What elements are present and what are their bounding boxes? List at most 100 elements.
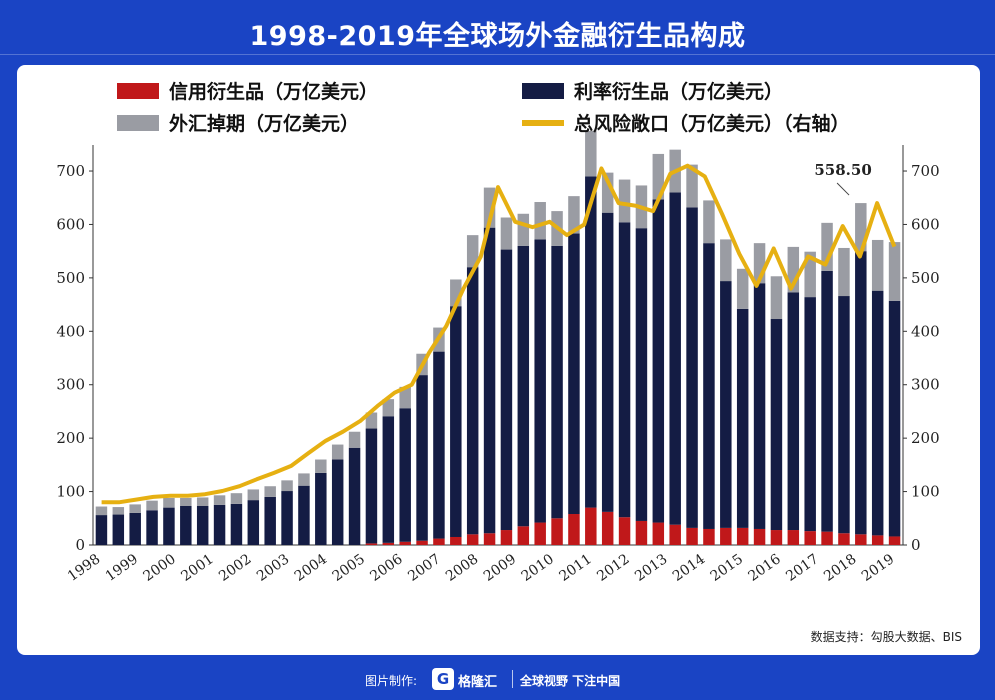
- bar-rate: [618, 222, 631, 518]
- bar-fx: [585, 130, 597, 177]
- bar-credit: [618, 517, 631, 545]
- y-tick-label-right: 400: [911, 322, 940, 340]
- bar-fx: [618, 179, 631, 223]
- brand-name: 格隆汇: [458, 675, 498, 690]
- bar-rate: [804, 297, 816, 532]
- bar-rate: [180, 506, 192, 545]
- bar-rate: [652, 199, 665, 523]
- x-tick-label: 2010: [519, 551, 557, 585]
- bar-fx: [365, 412, 378, 429]
- bar-credit: [753, 528, 766, 545]
- bar-fx: [686, 164, 698, 208]
- bar-rate: [365, 428, 378, 544]
- bar-rate: [517, 245, 530, 527]
- bar-credit: [551, 518, 563, 545]
- bar-credit: [736, 527, 749, 545]
- bar-credit: [686, 527, 698, 545]
- bar-fx: [753, 243, 766, 284]
- x-tick-label: 2016: [745, 551, 783, 585]
- bar-fx: [230, 493, 243, 504]
- bar-credit: [787, 530, 800, 545]
- bar-credit: [466, 534, 479, 545]
- bar-fx: [196, 497, 209, 506]
- bar-rate: [264, 496, 276, 545]
- bar-credit: [652, 522, 665, 545]
- chart: 0 100 200 300 400 500 600 700 0 100 200 300 400 500 60…: [56, 80, 940, 585]
- bar-fx: [348, 431, 361, 448]
- bar-fx: [129, 504, 141, 513]
- bar-fx: [298, 473, 310, 486]
- bar-credit: [585, 507, 597, 545]
- x-tick-label: 2006: [367, 551, 405, 585]
- bar-fx: [450, 279, 462, 307]
- bar-fx: [399, 386, 411, 409]
- bar-fx: [804, 251, 816, 298]
- bar-rate: [787, 292, 800, 531]
- bar-rate: [416, 375, 428, 541]
- bar-credit: [871, 535, 884, 545]
- x-tick-label: 2001: [178, 551, 216, 585]
- bar-credit: [450, 536, 462, 545]
- bar-credit: [500, 530, 513, 545]
- y-tick-label-right: 0: [911, 536, 921, 554]
- bar-fx: [180, 497, 192, 506]
- bar-fx: [568, 196, 580, 234]
- x-tick-label: 2011: [556, 551, 594, 585]
- bar-rate: [466, 267, 479, 535]
- x-tick-label: 2019: [859, 551, 897, 585]
- bar-fx: [517, 213, 530, 246]
- bar-rate: [720, 281, 732, 528]
- bar-rate: [736, 308, 749, 528]
- legend-swatch-fx: [117, 115, 159, 131]
- bar-fx: [871, 239, 884, 291]
- bar-credit: [855, 534, 867, 545]
- bar-fx: [95, 506, 108, 516]
- bar-rate: [298, 485, 310, 545]
- bar-credit: [804, 531, 816, 545]
- x-tick-label: 2000: [141, 551, 179, 585]
- bar-rate: [483, 227, 496, 534]
- legend-label-fx: 外汇掉期（万亿美元）: [169, 112, 359, 135]
- y-tick-label-left: 600: [56, 215, 85, 233]
- bar-rate: [129, 512, 141, 545]
- brand-logo-icon: G: [432, 668, 454, 690]
- y-tick-label-right: 100: [911, 483, 940, 501]
- y-tick-label-right: 200: [911, 429, 940, 447]
- bar-credit: [888, 536, 901, 545]
- bar-fx: [483, 187, 496, 228]
- line-exposure: [101, 163, 897, 505]
- bar-rate: [838, 296, 850, 534]
- bar-credit: [669, 524, 681, 545]
- bar-credit: [517, 526, 530, 545]
- legend-label-exposure: 总风险敞口（万亿美元）（右轴）: [574, 112, 850, 135]
- bar-fx: [382, 399, 395, 417]
- bar-credit: [416, 540, 428, 545]
- x-tick-label: 2012: [594, 551, 632, 585]
- source-note: 数据支持：勾股大数据、BIS: [810, 630, 962, 644]
- bar-rate: [888, 300, 901, 537]
- y-tick-label-left: 700: [56, 162, 85, 180]
- footer: 图片制作: G 格隆汇 全球视野 下注中国: [0, 662, 995, 696]
- y-tick-label-right: 500: [911, 269, 940, 287]
- bar-credit: [720, 527, 732, 545]
- footer-slogan: 全球视野 下注中国: [520, 674, 621, 688]
- x-tick-label: 2007: [405, 551, 443, 585]
- y-tick-label-right: 300: [911, 376, 940, 394]
- bar-rate: [568, 233, 580, 515]
- x-tick-label: 2003: [254, 551, 292, 585]
- legend-swatch-exposure: [522, 120, 564, 126]
- bar-fx: [838, 247, 850, 297]
- bar-credit: [382, 542, 395, 545]
- bar-fx: [146, 500, 158, 511]
- bar-credit: [821, 531, 833, 545]
- bar-rate: [551, 245, 563, 519]
- bar-credit: [703, 528, 715, 545]
- y-tick-label-left: 400: [56, 322, 85, 340]
- y-tick-label-left: 500: [56, 269, 85, 287]
- bar-fx: [888, 242, 901, 301]
- bar-rate: [281, 491, 293, 545]
- legend-label-credit: 信用衍生品（万亿美元）: [169, 80, 378, 103]
- bar-fx: [855, 203, 867, 252]
- legend-label-rate: 利率衍生品（万亿美元）: [574, 80, 783, 103]
- bar-rate: [163, 507, 175, 545]
